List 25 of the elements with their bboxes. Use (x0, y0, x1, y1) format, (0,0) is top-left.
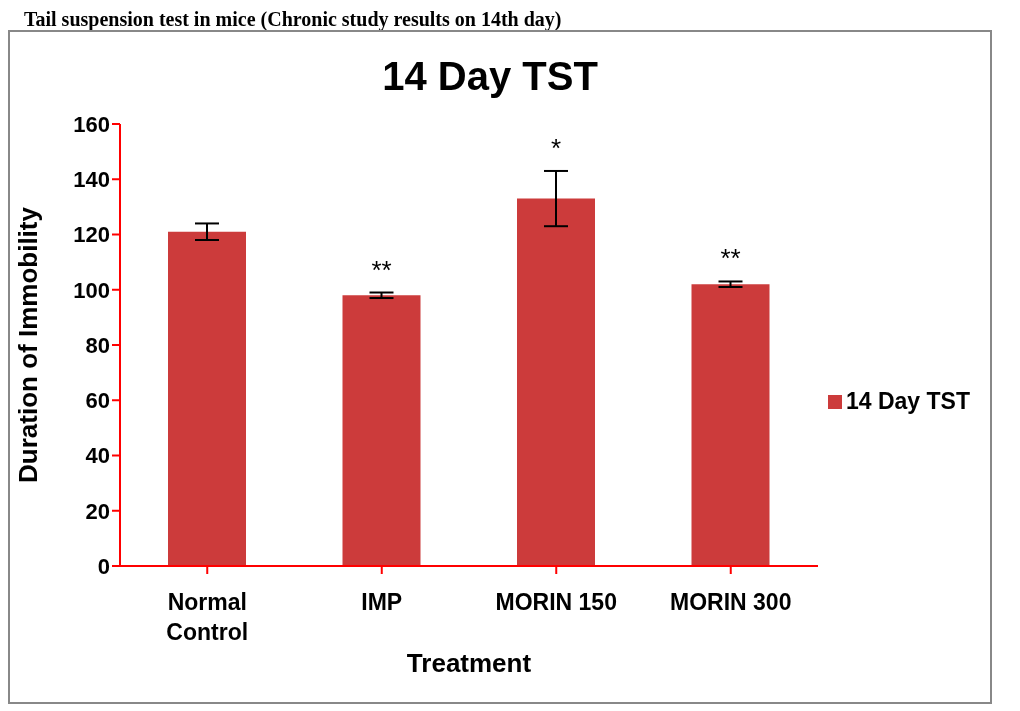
x-tick-label: MORIN 300 (670, 589, 792, 615)
bar (517, 198, 595, 566)
y-tick-label: 80 (85, 332, 110, 358)
y-axis-title: Duration of Immobility (13, 206, 44, 483)
data-label: * (550, 132, 562, 163)
bar (691, 284, 770, 566)
data-label: ** (720, 243, 741, 274)
x-tick-label: MORIN 150 (495, 589, 617, 615)
chart-title: 14 Day TST (381, 54, 599, 100)
x-tick-label: IMP (361, 589, 403, 615)
y-tick-label: 100 (73, 277, 110, 303)
bar (168, 231, 246, 566)
y-tick-label: 20 (85, 498, 110, 524)
y-tick-label: 0 (97, 553, 110, 579)
y-tick-label: 160 (73, 111, 110, 137)
data-label: ** (371, 254, 392, 285)
x-axis-title: Treatment (406, 648, 532, 678)
y-tick-label: 60 (85, 388, 110, 414)
y-tick-label: 40 (85, 443, 110, 469)
bar (342, 295, 421, 566)
legend-label: 14 Day TST (846, 387, 970, 414)
y-tick-label: 120 (73, 222, 110, 248)
x-tick-label: Normal Control (166, 589, 249, 645)
text: Tail suspension test in mice (Chronic study results on 14th day) (24, 8, 563, 30)
y-tick-label: 140 (73, 167, 110, 193)
